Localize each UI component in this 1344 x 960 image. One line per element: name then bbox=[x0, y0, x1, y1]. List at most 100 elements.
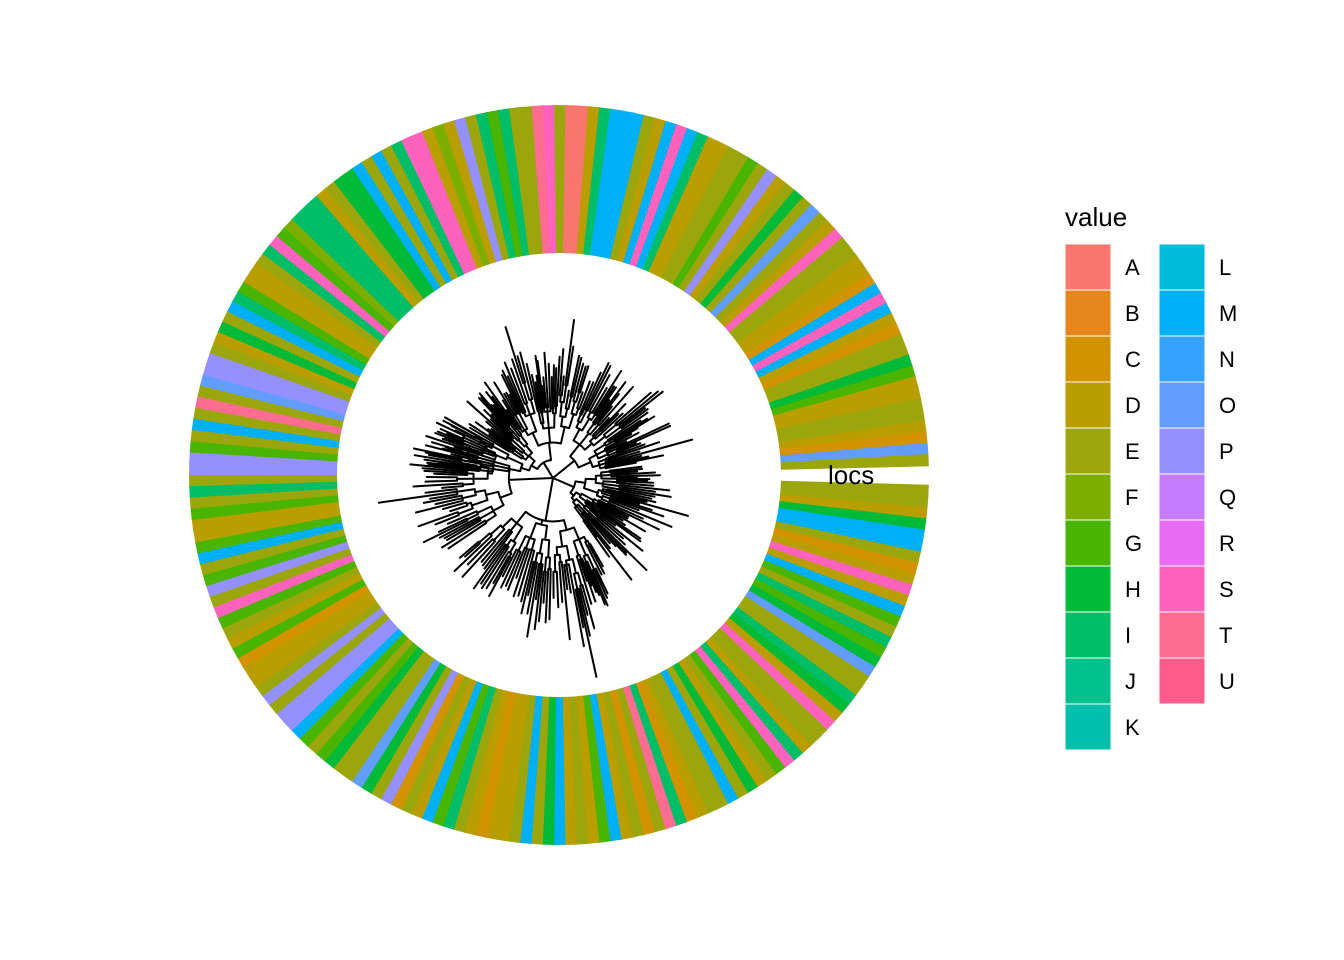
ring-segment bbox=[763, 553, 905, 618]
tree-branch bbox=[555, 570, 559, 587]
tree-branch bbox=[577, 391, 584, 405]
tree-branch bbox=[604, 443, 618, 452]
tree-branch bbox=[623, 480, 655, 484]
tree-branch bbox=[460, 451, 469, 455]
tree-branch bbox=[466, 513, 479, 521]
tree-branch bbox=[544, 477, 554, 522]
tree-branch bbox=[508, 541, 517, 554]
tree-branch bbox=[516, 365, 525, 385]
tree-branch bbox=[621, 454, 665, 465]
tree-branch bbox=[525, 362, 537, 402]
tree-branch bbox=[450, 456, 463, 461]
tree-branch bbox=[584, 380, 591, 395]
tree-branch bbox=[599, 417, 613, 431]
ring-segment bbox=[647, 675, 719, 815]
tree-branch bbox=[458, 517, 468, 524]
tree-branch bbox=[502, 531, 513, 545]
tree-branch bbox=[598, 515, 644, 552]
tree-branch bbox=[586, 560, 594, 576]
ring-segment bbox=[704, 637, 812, 754]
tree-branch bbox=[599, 370, 623, 404]
tree-branch bbox=[439, 428, 459, 438]
tree-branch bbox=[503, 545, 510, 555]
tree-branch bbox=[526, 578, 538, 638]
tree-branch bbox=[606, 489, 620, 495]
tree-arc bbox=[486, 467, 490, 479]
tree-branch bbox=[625, 390, 659, 419]
ring-segment bbox=[486, 109, 523, 258]
ring-segment bbox=[237, 280, 371, 365]
tree-branch bbox=[535, 562, 541, 581]
legend-key bbox=[1064, 473, 1112, 521]
tree-branch bbox=[505, 401, 516, 417]
tree-branch bbox=[579, 409, 588, 424]
tree-branch bbox=[610, 494, 628, 501]
tree-branch bbox=[595, 516, 609, 530]
tree-branch bbox=[581, 601, 591, 637]
tree-branch bbox=[600, 381, 627, 416]
tree-branch bbox=[513, 399, 522, 414]
tree-branch bbox=[625, 499, 640, 505]
ring-segment bbox=[689, 175, 787, 300]
tree-branch bbox=[597, 500, 605, 506]
tree-branch bbox=[617, 492, 657, 504]
tree-branch bbox=[476, 505, 493, 514]
tree-branch bbox=[450, 420, 471, 433]
tree-branch bbox=[468, 430, 478, 437]
ring-segment bbox=[737, 601, 864, 696]
tree-branch bbox=[530, 464, 539, 470]
ring-segment bbox=[243, 271, 374, 360]
tree-branch bbox=[582, 381, 595, 408]
ring-segment bbox=[316, 187, 419, 308]
tree-branch bbox=[517, 394, 527, 413]
tree-branch bbox=[602, 385, 615, 403]
ring-segment bbox=[474, 691, 516, 838]
ring-segment bbox=[635, 127, 699, 270]
ring-segment bbox=[778, 501, 927, 531]
tree-branch bbox=[628, 415, 656, 433]
tree-branch bbox=[505, 408, 517, 425]
ring-segment bbox=[380, 669, 459, 805]
ring-segment bbox=[452, 687, 503, 833]
tree-branch bbox=[496, 427, 513, 442]
ring-segment bbox=[333, 174, 430, 299]
ring-segment bbox=[237, 584, 370, 669]
ring-segment bbox=[530, 696, 550, 845]
ring-segment bbox=[232, 290, 367, 371]
ring-segment bbox=[342, 654, 435, 782]
tree-branch bbox=[596, 506, 626, 526]
tree-branch bbox=[505, 429, 513, 436]
tree-branch bbox=[616, 439, 634, 449]
ring-segment bbox=[189, 481, 338, 498]
legend-label: N bbox=[1219, 347, 1235, 372]
legend-label: Q bbox=[1219, 485, 1236, 510]
tree-branch bbox=[427, 463, 469, 470]
tree-branch bbox=[608, 500, 619, 506]
legend-key bbox=[1158, 335, 1206, 383]
ring-segment bbox=[741, 264, 870, 355]
tree-branch bbox=[591, 573, 606, 606]
tree-branch bbox=[588, 396, 598, 413]
tree-branch bbox=[577, 503, 589, 516]
tree-branch bbox=[619, 411, 649, 433]
tree-branch bbox=[540, 412, 545, 424]
tree-branch bbox=[595, 449, 607, 456]
tree-branch bbox=[584, 501, 598, 513]
tree-branch bbox=[552, 477, 575, 489]
tree-branch bbox=[580, 365, 590, 389]
ring-segment bbox=[206, 352, 350, 409]
tree-branch bbox=[582, 506, 597, 520]
tree-branch bbox=[587, 521, 611, 550]
ring-segment bbox=[748, 584, 882, 668]
tree-branch bbox=[490, 428, 503, 439]
tree-branch bbox=[610, 471, 623, 475]
tree-branch bbox=[599, 412, 624, 436]
tree-branch bbox=[572, 428, 581, 442]
tree-branch bbox=[604, 439, 616, 447]
tree-branch bbox=[505, 391, 517, 410]
ring-segment bbox=[217, 320, 358, 390]
tree-branch bbox=[443, 523, 471, 540]
tree-branch bbox=[435, 421, 460, 434]
tree-branch bbox=[438, 518, 475, 539]
